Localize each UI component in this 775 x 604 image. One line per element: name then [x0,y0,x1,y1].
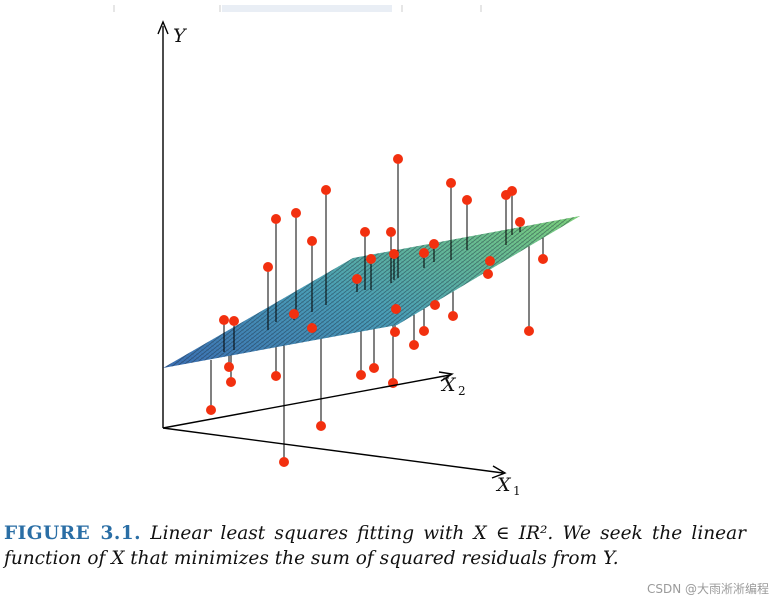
data-point [206,405,216,415]
x1-axis [162,427,507,479]
data-point [316,421,326,431]
data-point [366,254,376,264]
data-point [263,262,273,272]
y-axis-label: Y [173,25,188,47]
data-point [307,323,317,333]
data-point [419,248,429,258]
data-point [409,340,419,350]
data-point [279,457,289,467]
data-point [430,300,440,310]
data-point [485,256,495,266]
data-point [271,214,281,224]
data-point [393,154,403,164]
x2-axis [162,371,454,429]
x1-axis-subscript: 1 [513,484,521,498]
data-point [219,315,229,325]
fitted-plane [163,216,580,368]
data-point [515,217,525,227]
data-point [369,363,379,373]
data-point [390,327,400,337]
x2-axis-label: X [440,374,457,396]
data-point [389,249,399,259]
data-point [291,208,301,218]
regression-plane-figure: Y X 2 X 1 [157,20,580,498]
data-point [524,326,534,336]
figure-caption-label: FIGURE 3.1. [4,523,142,544]
data-point [356,370,366,380]
data-point [321,185,331,195]
y-axis [157,20,169,428]
data-point [391,304,401,314]
data-point [226,377,236,387]
data-point [483,269,493,279]
x2-axis-subscript: 2 [458,384,466,398]
data-point [224,362,234,372]
data-point [386,227,396,237]
data-point [462,195,472,205]
data-point [289,309,299,319]
data-point [448,311,458,321]
figure-caption-text: Linear least squares fitting with X ∈ IR… [4,523,746,569]
data-point [360,227,370,237]
figure-caption: FIGURE 3.1. Linear least squares fitting… [4,521,746,571]
data-point [419,326,429,336]
x1-axis-label: X [495,474,512,496]
data-point [538,254,548,264]
data-point [271,371,281,381]
cropped-previous-figure-fragment [112,0,484,12]
watermark: CSDN @大雨淅淅编程 [646,582,769,596]
data-point [307,236,317,246]
data-point [507,186,517,196]
data-point [446,178,456,188]
data-point [352,274,362,284]
data-point [229,316,239,326]
data-point [429,239,439,249]
